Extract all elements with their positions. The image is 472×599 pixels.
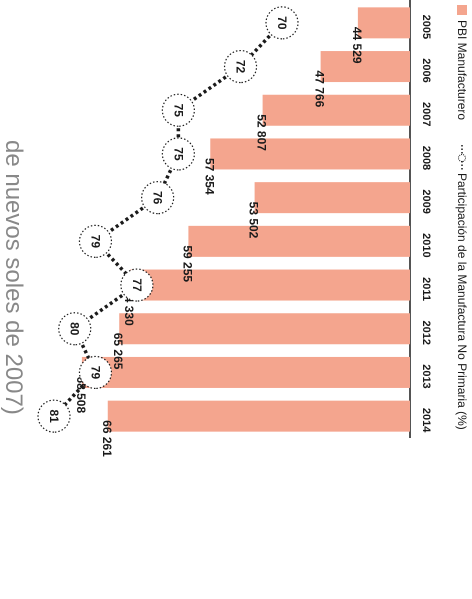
year-labels-layer: 2005 2006 2007 2008 2009 2010 2011 2012 2013 2014 <box>420 15 432 434</box>
bars-layer <box>81 7 410 432</box>
share-value-label: 79 <box>88 366 102 380</box>
share-value-label: 80 <box>68 322 82 336</box>
bar-value-label: 53 502 <box>247 202 261 239</box>
bar-value-label: 57 354 <box>202 158 216 195</box>
bar-value-label: 65 265 <box>111 333 125 370</box>
bar <box>357 7 410 39</box>
share-markers-layer: 70 72 75 75 76 79 77 80 79 81 <box>37 6 299 433</box>
bar-value-label: 52 807 <box>255 114 269 151</box>
bar <box>254 182 410 214</box>
year-label: 2011 <box>420 277 432 301</box>
bar-value-label: 66 261 <box>100 420 114 457</box>
share-value-label: 75 <box>171 104 185 118</box>
share-marker <box>78 355 113 390</box>
year-label: 2007 <box>420 102 432 126</box>
share-value-label: 77 <box>130 278 144 292</box>
legend-marker-icon <box>458 154 466 162</box>
bar <box>320 51 410 83</box>
bar <box>119 313 410 345</box>
year-label: 2010 <box>420 233 432 257</box>
year-label: 2014 <box>420 408 432 433</box>
share-marker <box>37 399 71 433</box>
bar <box>129 269 410 301</box>
share-marker <box>265 6 299 40</box>
bar <box>210 138 410 170</box>
year-label: 2013 <box>420 364 432 388</box>
share-marker <box>161 137 195 171</box>
bar <box>81 356 410 388</box>
bar <box>107 400 410 432</box>
year-label: 2006 <box>420 58 432 82</box>
share-value-label: 72 <box>234 60 248 74</box>
bar-value-label: 68 508 <box>74 376 88 413</box>
share-value-label: 79 <box>88 235 102 249</box>
legend: PBI Manufacturero Participación de la Ma… <box>455 5 469 430</box>
share-value-label: 81 <box>47 409 61 423</box>
legend-label-bar: PBI Manufacturero <box>455 20 469 120</box>
share-marker <box>223 49 258 84</box>
year-label: 2009 <box>420 189 432 213</box>
year-label: 2012 <box>420 321 432 345</box>
bar-value-label: 44 529 <box>350 27 364 64</box>
share-marker <box>141 181 175 215</box>
bar-value-label: 47 766 <box>313 71 327 108</box>
share-marker <box>78 224 113 258</box>
share-marker <box>120 268 154 302</box>
legend-swatch-bar <box>457 5 467 15</box>
bar <box>262 94 410 126</box>
bar-value-label: 59 255 <box>180 245 194 282</box>
page-title-fragment: de nuevos soles de 2007) <box>0 140 27 415</box>
share-marker <box>58 312 92 346</box>
legend-label-line: Participación de la Manufactura No Prima… <box>455 173 469 430</box>
share-value-label: 70 <box>275 16 289 30</box>
share-value-label: 76 <box>151 191 165 205</box>
share-value-label: 75 <box>171 147 185 161</box>
year-label: 2008 <box>420 146 432 170</box>
year-label: 2005 <box>420 15 432 39</box>
share-marker <box>161 93 195 127</box>
bar <box>188 225 410 257</box>
